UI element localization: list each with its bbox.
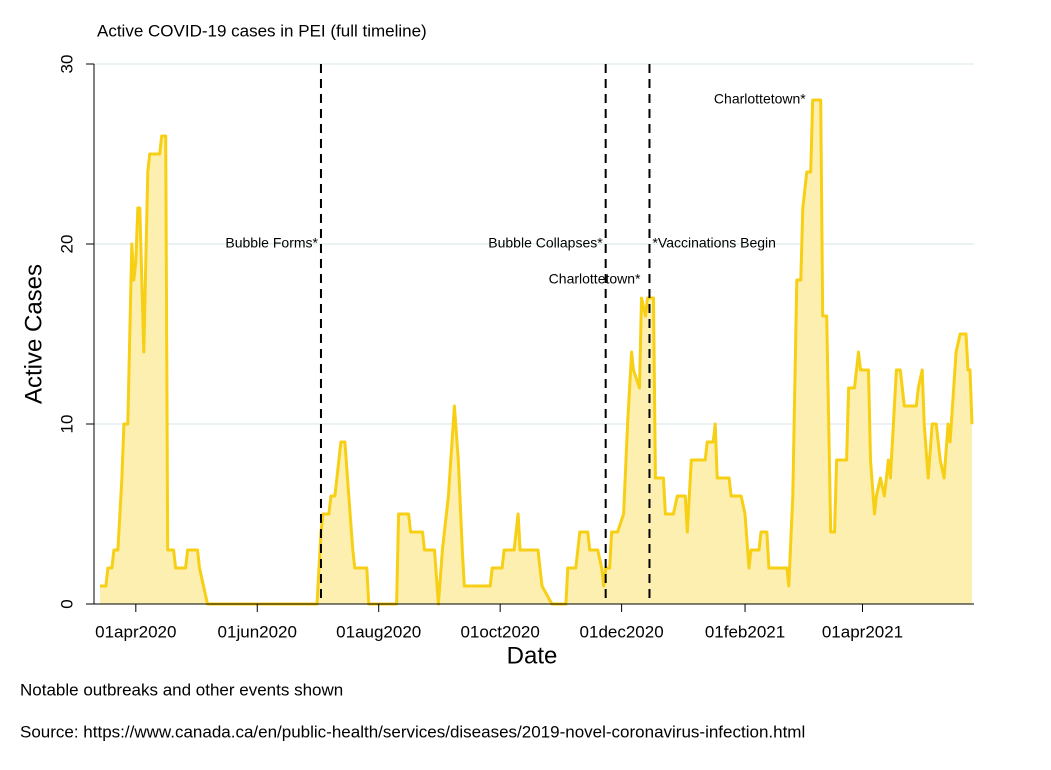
y-tick-label: 30 [57,55,76,74]
chart-title: Active COVID-19 cases in PEI (full timel… [97,21,427,40]
annotation: Charlottetown* [549,271,641,287]
y-tick-label: 20 [57,235,76,254]
x-tick-label: 01oct2020 [460,622,539,641]
y-tick-label: 0 [57,599,76,608]
source-note: Source: https://www.canada.ca/en/public-… [20,722,805,741]
y-axis-label: Active Cases [20,264,47,404]
x-tick-label: 01apr2021 [822,622,903,641]
x-tick-label: 01feb2021 [705,622,785,641]
x-tick-label: 01aug2020 [336,622,421,641]
note: Notable outbreaks and other events shown [20,680,343,699]
annotation: Charlottetown* [714,91,806,107]
x-tick-label: 01dec2020 [580,622,664,641]
area-fill [100,100,972,604]
annotation: *Vaccinations Begin [652,235,775,251]
x-tick-label: 01apr2020 [95,622,176,641]
y-tick-label: 10 [57,415,76,434]
x-axis-label: Date [507,642,558,669]
x-tick-label: 01jun2020 [218,622,297,641]
data-line [100,98,974,606]
annotation: Bubble Collapses* [488,235,603,251]
annotation: Bubble Forms* [225,235,318,251]
